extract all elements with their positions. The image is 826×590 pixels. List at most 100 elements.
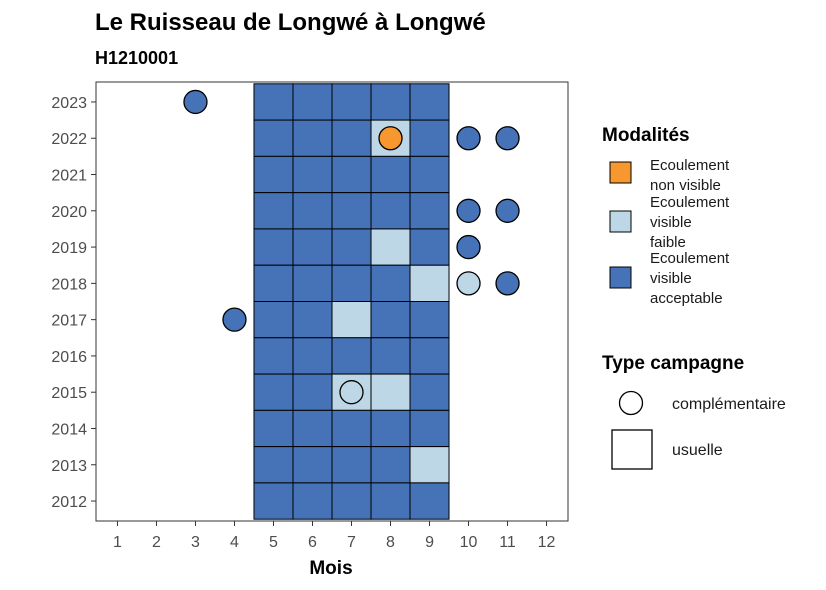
tile-usuelle	[292, 192, 333, 230]
tile-usuelle	[370, 482, 411, 520]
tile-usuelle	[253, 482, 294, 520]
tile-usuelle	[370, 446, 411, 484]
x-tick-label: 5	[269, 534, 278, 551]
y-tick-label: 2022	[51, 131, 87, 148]
tile-usuelle	[370, 301, 411, 339]
tile-usuelle	[370, 373, 411, 411]
point-complementaire	[378, 126, 403, 151]
tile-usuelle	[253, 192, 294, 230]
tile-usuelle	[331, 409, 372, 448]
y-tick-label: 2015	[51, 385, 87, 402]
legend-key-swatch	[609, 266, 632, 289]
x-tick-label: 12	[538, 534, 556, 551]
legend-key-label: Ecoulement	[650, 250, 730, 267]
tile-usuelle	[409, 192, 450, 230]
point-complementaire	[495, 198, 520, 223]
legend-key-label: faible	[650, 234, 686, 251]
y-tick-label: 2012	[51, 494, 87, 511]
y-tick-label: 2019	[51, 240, 87, 257]
tiles-layer	[253, 83, 450, 520]
tile-usuelle	[292, 409, 333, 448]
tile-usuelle	[253, 228, 294, 266]
tile-usuelle	[409, 155, 450, 194]
tile-usuelle	[331, 119, 372, 157]
legend-title-type: Type campagne	[602, 353, 744, 374]
point-complementaire	[183, 89, 208, 115]
legend-key-label: visible	[650, 270, 692, 287]
x-tick-label: 8	[386, 534, 395, 551]
tile-usuelle	[292, 228, 333, 266]
plot-area	[95, 81, 569, 522]
tile-usuelle	[253, 373, 294, 411]
legend-key-swatch	[609, 161, 632, 184]
tile-usuelle	[253, 337, 294, 375]
tile-usuelle	[370, 264, 411, 302]
tile-usuelle	[370, 228, 411, 266]
y-axis: 2012 2013 2014 2015 2016 2017 2018 2019 2020 2021…	[51, 95, 96, 511]
tile-usuelle	[331, 301, 372, 339]
tile-usuelle	[253, 446, 294, 484]
tile-usuelle	[331, 83, 372, 121]
x-tick-label: 2	[152, 534, 161, 551]
tile-usuelle	[409, 264, 450, 302]
tile-usuelle	[409, 482, 450, 520]
legend-key-label: visible	[650, 214, 692, 231]
legend-square-symbol	[611, 429, 653, 470]
tile-usuelle	[370, 337, 411, 375]
tile-usuelle	[331, 337, 372, 375]
legend-title-modalites: Modalités	[602, 125, 690, 146]
point-complementaire	[222, 307, 247, 332]
tile-usuelle	[292, 446, 333, 484]
tile-usuelle	[409, 337, 450, 375]
tile-usuelle	[331, 482, 372, 520]
y-tick-label: 2017	[51, 313, 87, 330]
tile-usuelle	[292, 482, 333, 520]
point-complementaire	[456, 126, 481, 151]
x-tick-label: 7	[347, 534, 356, 551]
tile-usuelle	[292, 373, 333, 411]
y-tick-label: 2013	[51, 458, 87, 475]
panel-border	[95, 81, 569, 522]
tile-usuelle	[370, 155, 411, 194]
x-tick-label: 6	[308, 534, 317, 551]
y-tick-label: 2020	[51, 204, 87, 221]
chart-subtitle: H1210001	[95, 48, 178, 68]
tile-usuelle	[253, 301, 294, 339]
legend-type-label: complémentaire	[672, 396, 786, 413]
tile-usuelle	[292, 155, 333, 194]
tile-usuelle	[370, 83, 411, 121]
y-tick-label: 2018	[51, 276, 87, 293]
tile-usuelle	[370, 192, 411, 230]
tile-usuelle	[409, 119, 450, 157]
point-complementaire	[456, 234, 481, 260]
tile-usuelle	[292, 119, 333, 157]
y-tick-label: 2023	[51, 95, 87, 112]
tile-usuelle	[253, 119, 294, 157]
point-complementaire	[495, 126, 520, 151]
tile-usuelle	[409, 446, 450, 484]
tile-usuelle	[292, 301, 333, 339]
point-complementaire	[456, 271, 481, 296]
legend-circle-symbol	[618, 390, 644, 416]
legend-types: complémentaire usuelle	[611, 390, 786, 470]
tile-usuelle	[409, 228, 450, 266]
point-complementaire	[495, 271, 520, 296]
tile-usuelle	[331, 264, 372, 302]
points-layer	[183, 89, 520, 405]
y-tick-label: 2014	[51, 421, 87, 438]
x-tick-label: 4	[230, 534, 239, 551]
legend-key-label: acceptable	[650, 290, 723, 307]
tile-usuelle	[409, 409, 450, 448]
tile-usuelle	[253, 83, 294, 121]
tile-usuelle	[370, 409, 411, 448]
tile-usuelle	[253, 155, 294, 194]
tile-usuelle	[331, 228, 372, 266]
chart-title: Le Ruisseau de Longwé à Longwé	[95, 9, 486, 36]
point-complementaire	[339, 380, 364, 405]
tile-usuelle	[292, 337, 333, 375]
tile-usuelle	[331, 446, 372, 484]
tile-usuelle	[409, 301, 450, 339]
